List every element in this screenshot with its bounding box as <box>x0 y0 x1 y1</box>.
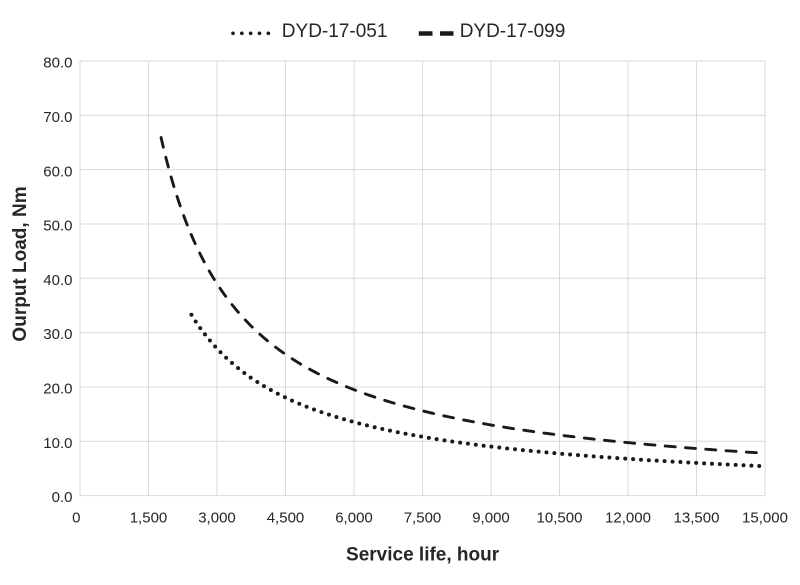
svg-text:6,000: 6,000 <box>335 510 373 527</box>
svg-text:DYD-17-051: DYD-17-051 <box>282 21 388 42</box>
svg-text:70.0: 70.0 <box>43 109 72 126</box>
svg-text:0.0: 0.0 <box>52 489 73 506</box>
svg-text:9,000: 9,000 <box>472 510 510 527</box>
svg-text:20.0: 20.0 <box>43 381 72 398</box>
svg-text:Service life, hour: Service life, hour <box>346 545 500 566</box>
svg-text:Ourput Load, Nm: Ourput Load, Nm <box>10 186 31 341</box>
svg-text:40.0: 40.0 <box>43 272 72 289</box>
svg-text:80.0: 80.0 <box>43 55 72 72</box>
svg-text:DYD-17-099: DYD-17-099 <box>460 21 566 42</box>
svg-text:0: 0 <box>72 510 80 527</box>
svg-text:50.0: 50.0 <box>43 218 72 235</box>
svg-text:60.0: 60.0 <box>43 163 72 180</box>
svg-text:10,500: 10,500 <box>537 510 583 527</box>
svg-text:30.0: 30.0 <box>43 326 72 343</box>
svg-text:10.0: 10.0 <box>43 435 72 452</box>
svg-text:1,500: 1,500 <box>130 510 168 527</box>
svg-text:13,500: 13,500 <box>674 510 720 527</box>
svg-text:4,500: 4,500 <box>267 510 305 527</box>
svg-text:12,000: 12,000 <box>605 510 651 527</box>
svg-text:7,500: 7,500 <box>404 510 442 527</box>
svg-text:15,000: 15,000 <box>742 510 788 527</box>
svg-text:3,000: 3,000 <box>198 510 236 527</box>
